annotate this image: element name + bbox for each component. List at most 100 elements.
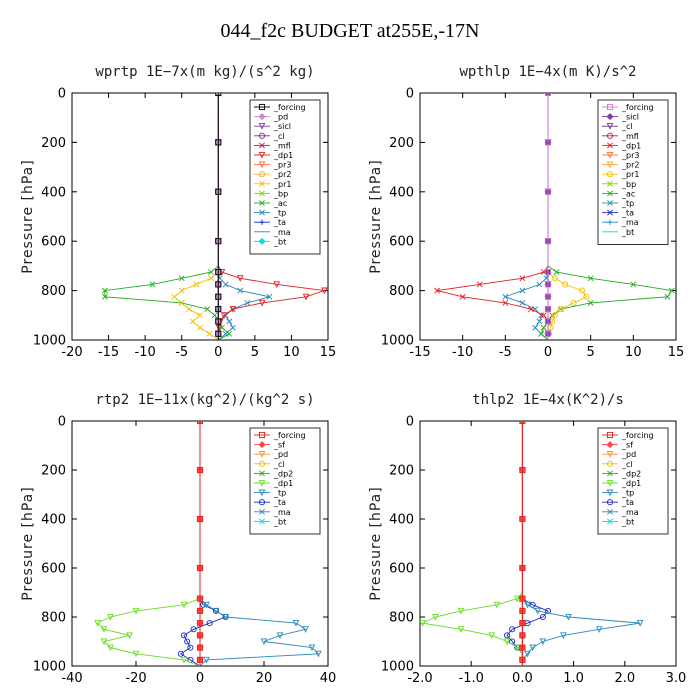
x-tick-label: -5 <box>175 345 188 360</box>
legend-label: _sf <box>273 441 285 450</box>
legend-marker <box>258 171 266 178</box>
legend-item-pr3: _pr3 <box>602 151 639 160</box>
x-tick-label: 10 <box>283 345 300 360</box>
series-line-ta <box>179 421 227 666</box>
legend-item-cl: _cl <box>254 132 285 141</box>
x-tick-label: 0 <box>544 345 552 360</box>
legend-label: _pd <box>621 450 636 459</box>
legend-item-pr3: _pr3 <box>254 161 291 170</box>
y-tick-label: 600 <box>41 235 66 250</box>
data-point <box>186 306 192 313</box>
data-point <box>178 275 185 282</box>
legend-marker <box>606 499 614 506</box>
data-point <box>215 238 222 245</box>
data-point <box>190 626 197 633</box>
legend-marker <box>606 479 614 487</box>
legend-item-ta: _ta <box>602 209 634 218</box>
legend-label: _dp1 <box>621 479 641 488</box>
data-point <box>565 613 572 621</box>
data-point <box>539 638 547 646</box>
y-tick-label: 600 <box>389 235 414 250</box>
legend-item-pr2: _pr2 <box>254 170 291 179</box>
legend-label: _ma <box>273 228 291 237</box>
legend-label: _pr3 <box>621 151 639 160</box>
legend-marker <box>258 499 266 506</box>
x-tick-label: -15 <box>98 345 119 360</box>
data-point <box>321 287 328 295</box>
legend-marker <box>606 103 614 111</box>
data-point <box>203 656 210 664</box>
x-tick-label: -20 <box>61 345 82 360</box>
data-point <box>315 650 322 658</box>
legend-label: _pr2 <box>621 161 639 170</box>
data-point <box>226 330 233 337</box>
legend-marker <box>606 171 614 178</box>
data-point <box>434 287 440 294</box>
y-tick-label: 200 <box>389 464 414 479</box>
legend-label: _cl <box>273 132 285 141</box>
data-point <box>529 644 536 652</box>
series-line-dp1 <box>96 421 201 666</box>
series-ta <box>177 421 229 666</box>
legend-marker <box>607 200 613 206</box>
data-point <box>544 607 552 614</box>
data-point <box>196 656 204 663</box>
data-point <box>519 644 526 651</box>
y-tick-label: 800 <box>389 284 414 299</box>
legend-item-dp1: _dp1 <box>602 479 641 488</box>
legend-label: _tp <box>273 489 286 498</box>
data-point <box>513 595 521 603</box>
legend-marker <box>259 508 265 515</box>
data-point <box>519 300 526 306</box>
y-tick-label: 1000 <box>381 334 414 349</box>
legend-marker <box>259 470 265 477</box>
data-point <box>206 330 213 337</box>
data-point <box>459 293 466 300</box>
legend-label: _pr2 <box>273 170 291 179</box>
data-point <box>196 564 204 572</box>
y-tick-label: 200 <box>389 136 414 151</box>
data-point <box>196 620 204 627</box>
legend-label: _tp <box>273 209 286 218</box>
data-point <box>544 281 552 288</box>
data-point <box>570 299 577 307</box>
data-point <box>180 656 188 664</box>
x-tick-label: 15 <box>668 345 685 360</box>
data-point <box>308 644 316 652</box>
data-point <box>540 312 547 319</box>
legend-marker <box>258 460 266 467</box>
y-tick-label: 400 <box>41 513 66 528</box>
y-tick-label: 800 <box>41 611 66 626</box>
data-point <box>260 638 268 646</box>
x-tick-label: -10 <box>452 345 473 360</box>
legend-marker <box>258 237 266 245</box>
data-point <box>519 620 526 627</box>
data-point <box>215 139 222 146</box>
data-point <box>208 269 214 275</box>
y-tick-label: 200 <box>41 464 66 479</box>
legend-item-tp: _tp <box>602 199 634 208</box>
data-point <box>519 421 526 425</box>
x-tick-label: 1.0 <box>563 671 584 686</box>
legend-label: _tp <box>621 199 634 208</box>
legend-item-pd: _pd <box>254 450 288 459</box>
legend-marker <box>259 209 265 216</box>
data-point <box>215 93 222 97</box>
legend-item-pr1: _pr1 <box>602 170 639 179</box>
legend-item-dp2: _dp2 <box>254 469 293 478</box>
legend-label: _pr1 <box>273 180 291 189</box>
data-point <box>532 306 539 313</box>
legend-marker <box>259 219 265 225</box>
legend-marker <box>258 132 266 139</box>
data-point <box>420 620 426 627</box>
x-tick-label: 5 <box>587 345 595 360</box>
data-point <box>664 293 671 300</box>
series-line-ac <box>104 93 231 340</box>
series-layer <box>94 421 322 666</box>
data-point <box>519 656 526 663</box>
data-point <box>196 644 204 651</box>
data-point <box>94 620 101 627</box>
data-point <box>266 293 273 300</box>
data-point <box>100 638 108 646</box>
data-point <box>215 330 222 337</box>
